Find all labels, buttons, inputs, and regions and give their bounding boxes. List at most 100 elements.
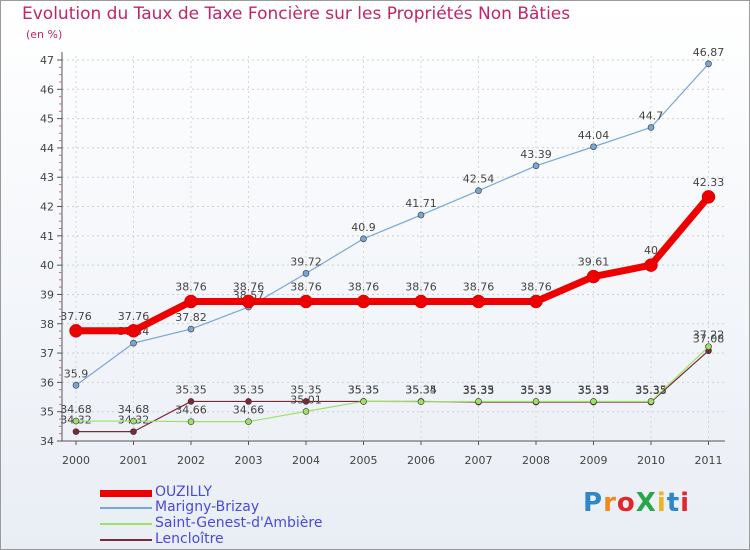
legend-swatch [100,539,152,541]
logo-letter: t [666,488,681,518]
data-point [241,294,256,309]
logo-letter: P [583,488,604,518]
y-tick-label: 46 [40,83,54,96]
data-label: 43.39 [520,148,552,161]
data-label: 44.04 [578,129,610,142]
data-label: 38.76 [405,280,437,293]
data-point [705,343,712,350]
data-label: 42.54 [463,173,495,186]
y-tick-label: 36 [40,376,54,389]
legend-swatch [100,523,152,525]
data-point [184,294,198,309]
data-label: 34.66 [175,404,207,417]
unit-label: (en %) [26,28,63,41]
data-label: 40 [644,244,658,257]
data-point [647,124,655,131]
x-tick-label: 2001 [120,454,148,467]
y-tick-label: 37 [40,347,54,360]
logo-letter: X [635,488,657,518]
data-label: 38.76 [463,280,495,293]
data-point [532,398,540,405]
data-label: 35.35 [520,383,552,396]
data-point [475,187,482,195]
y-tick-label: 42 [40,201,54,214]
data-label: 35.01 [290,393,322,406]
data-point [72,417,80,425]
data-point [590,143,597,151]
data-point [126,324,141,338]
x-tick-label: 2002 [177,454,205,467]
data-point [590,398,597,405]
data-label: 46.87 [693,46,725,59]
y-tick-label: 41 [40,230,54,243]
data-label: 35.35 [578,383,610,396]
legend-label: Marigny-Brizay [155,499,260,515]
data-point [187,398,195,405]
data-label: 44.7 [639,109,664,122]
data-point [647,398,655,405]
data-point [299,294,313,309]
x-tick-label: 2005 [350,454,378,467]
data-point [360,398,367,405]
data-point [245,398,252,405]
data-point [187,418,195,425]
y-tick-label: 44 [40,142,54,155]
data-label: 42.33 [693,176,725,189]
logo-letter: i [680,488,691,518]
logo-letter: r [603,488,617,518]
logo-letter: i [656,488,667,518]
proxiti-logo: ProXiti [583,488,690,518]
data-label: 37.08 [693,333,725,346]
data-label: 39.72 [290,255,322,268]
y-tick-label: 40 [40,259,54,272]
x-tick-label: 2000 [62,454,90,467]
data-point [187,325,195,333]
data-point [529,294,543,309]
data-point [69,324,83,338]
data-label: 35.35 [405,383,437,396]
y-tick-label: 45 [40,113,54,126]
data-label: 40.9 [351,221,376,234]
data-point [302,398,310,405]
legend-item: Lencloître [100,532,360,548]
data-point [417,398,425,406]
legend-swatch [100,489,152,497]
legend-swatch [100,507,152,509]
data-point [701,190,716,204]
data-point [72,428,80,435]
data-label: 38.76 [520,280,552,293]
data-label: 35.33 [520,384,552,397]
x-tick-label: 2009 [580,454,608,467]
data-label: 34.68 [60,403,92,416]
data-point [302,270,310,277]
x-tick-label: 2011 [695,454,723,467]
legend-label: Lencloître [155,531,224,547]
x-tick-label: 2007 [465,454,493,467]
legend-item: OUZILLY [100,485,360,501]
data-point [72,382,80,389]
data-label: 35.35 [348,383,380,396]
y-tick-label: 34 [40,435,54,448]
series-line-3 [76,350,709,433]
data-label: 35.35 [290,383,322,396]
legend-item: Saint-Genest-d'Ambière [100,516,360,532]
x-tick-label: 2006 [407,454,435,467]
data-label: 34.66 [233,404,265,417]
x-tick-label: 2008 [522,454,550,467]
data-label: 35.34 [405,384,437,397]
x-tick-label: 2004 [292,454,320,467]
data-point [130,339,137,347]
data-label: 35.35 [233,383,265,396]
data-point [586,269,601,284]
data-label: 35.9 [64,367,89,380]
data-point [130,417,137,425]
x-tick-label: 2003 [235,454,263,467]
x-tick-label: 2010 [637,454,665,467]
y-tick-label: 39 [40,288,54,301]
data-label: 41.71 [405,197,437,210]
chart-title: Evolution du Taux de Taxe Foncière sur l… [22,4,571,24]
y-tick-label: 35 [40,406,54,419]
data-point [414,294,428,309]
data-label: 35.35 [175,383,207,396]
